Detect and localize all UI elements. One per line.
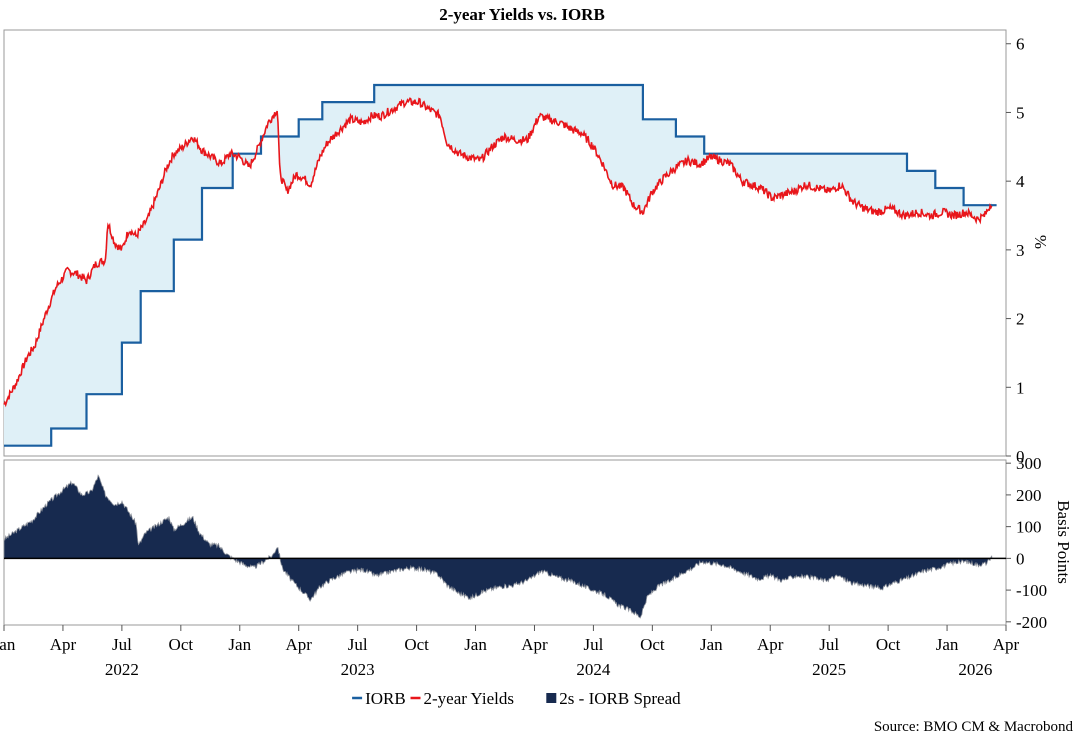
series-line-iorb (4, 83, 997, 447)
xtick-year-label: 2024 (576, 660, 611, 679)
xtick-label: Jan (936, 635, 959, 654)
xtick-label: Oct (640, 635, 665, 654)
xtick-label: Jul (348, 635, 368, 654)
top-ytick-label: 3 (1016, 241, 1025, 260)
legend: IORB 2-year Yields 2s - IORB Spread (352, 689, 681, 708)
xtick-year-label: 2022 (105, 660, 139, 679)
xtick-label: Jan (700, 635, 723, 654)
legend-label: IORB (365, 689, 406, 708)
bottom-ytick-label: -100 (1016, 581, 1047, 600)
xtick-label: Apr (757, 635, 784, 654)
legend-label: 2s - IORB Spread (559, 689, 681, 708)
series-area-spread (3, 474, 993, 619)
xtick-label: Jul (819, 635, 839, 654)
xtick-label: Jan (464, 635, 487, 654)
source-note: Source: BMO CM & Macrobond (874, 719, 1074, 735)
xtick-label: Apr (993, 635, 1020, 654)
top-ytick-label: 6 (1016, 35, 1025, 54)
xtick-year-label: 2026 (958, 660, 992, 679)
xtick-label: Oct (404, 635, 429, 654)
bottom-ytick-label: 200 (1016, 486, 1042, 505)
xtick-label: Oct (169, 635, 194, 654)
xtick-label: Jul (583, 635, 603, 654)
legend-label: 2-year Yields (424, 689, 514, 708)
xtick-label: Jul (112, 635, 132, 654)
top-ytick-label: 4 (1016, 172, 1025, 191)
bottom-ytick-label: 100 (1016, 518, 1042, 537)
top-panel-ylabel: % (1031, 235, 1050, 249)
xtick-label: Jan (0, 635, 16, 654)
bottom-ytick-label: 300 (1016, 454, 1042, 473)
top-ytick-label: 2 (1016, 310, 1025, 329)
xtick-year-label: 2023 (341, 660, 375, 679)
bottom-panel-ylabel: Basis Points (1054, 500, 1073, 584)
bottom-ytick-label: -200 (1016, 613, 1047, 632)
top-panel-frame (3, 29, 1007, 457)
series-line-2-year-yields (3, 97, 993, 408)
legend-swatch (546, 693, 557, 703)
xtick-label: Jan (228, 635, 251, 654)
gap-shading (4, 85, 992, 446)
top-ytick-label: 1 (1016, 378, 1025, 397)
top-ytick-label: 5 (1016, 103, 1025, 122)
xtick-label: Oct (876, 635, 901, 654)
top-ytick-label: 0 (1016, 447, 1025, 466)
xtick-label: Apr (285, 635, 312, 654)
xtick-label: Apr (50, 635, 77, 654)
xtick-label: Apr (521, 635, 548, 654)
xtick-year-label: 2025 (812, 660, 846, 679)
bottom-ytick-label: 0 (1016, 549, 1025, 568)
chart-title: 2-year Yields vs. IORB (439, 5, 605, 24)
